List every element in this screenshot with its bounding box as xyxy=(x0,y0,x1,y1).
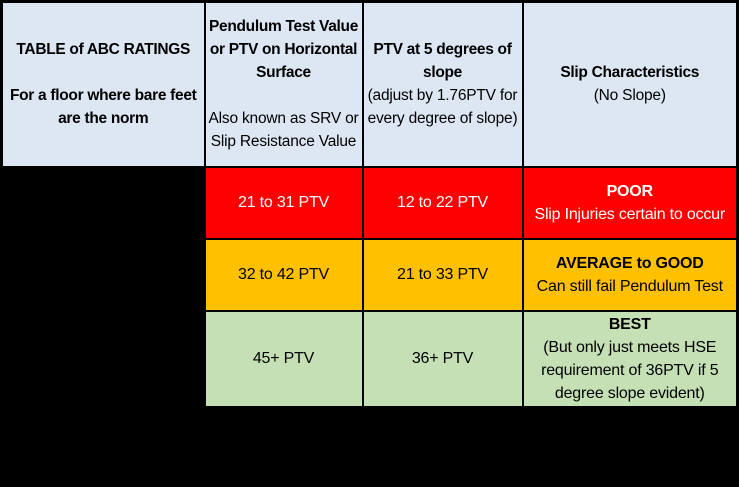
cell-best-ptv-horizontal: 45+ PTV xyxy=(203,309,364,408)
rating-label-best: BEST xyxy=(608,315,651,333)
rating-description-best: (But only just meets HSE requirement of … xyxy=(541,338,719,402)
rating-label-average: AVERAGE to GOOD xyxy=(555,254,704,272)
rating-label-poor: POOR xyxy=(606,182,654,200)
cell-poor-ptv-slope: 12 to 22 PTV xyxy=(361,165,524,240)
header-row: TABLE of ABC RATINGS For a floor where b… xyxy=(0,0,739,168)
cell-best-blank xyxy=(0,309,206,408)
abc-ratings-table: TABLE of ABC RATINGS For a floor where b… xyxy=(0,0,739,409)
cell-poor-ptv-horizontal: 21 to 31 PTV xyxy=(203,165,364,240)
cell-average-ptv-slope: 21 to 33 PTV xyxy=(361,237,524,312)
table-title: TABLE of ABC RATINGS xyxy=(16,41,191,59)
rating-description-poor: Slip Injuries certain to occur xyxy=(534,205,726,223)
table-subtitle: For a floor where bare feet are the norm xyxy=(9,87,197,128)
rating-description-average: Can still fail Pendulum Test xyxy=(536,277,723,295)
header-cell-ptv-slope: PTV at 5 degrees of slope (adjust by 1.7… xyxy=(361,0,524,168)
column-subtitle-slip-characteristics: (No Slope) xyxy=(593,87,666,105)
column-title-ptv-horizontal: Pendulum Test Value or PTV on Horizontal… xyxy=(208,18,359,82)
table-row-poor: 21 to 31 PTV 12 to 22 PTV POOR Slip Inju… xyxy=(0,165,739,240)
header-cell-table-title: TABLE of ABC RATINGS For a floor where b… xyxy=(0,0,206,168)
header-cell-slip-characteristics: Slip Characteristics (No Slope) xyxy=(521,0,739,168)
cell-average-blank xyxy=(0,237,206,312)
cell-average-ptv-horizontal: 32 to 42 PTV xyxy=(203,237,364,312)
cell-best-ptv-slope: 36+ PTV xyxy=(361,309,524,408)
column-title-slip-characteristics: Slip Characteristics xyxy=(560,64,700,82)
cell-best-characteristics: BEST (But only just meets HSE requiremen… xyxy=(521,309,739,408)
column-title-ptv-slope: PTV at 5 degrees of slope xyxy=(373,41,512,82)
table-row-average: 32 to 42 PTV 21 to 33 PTV AVERAGE to GOO… xyxy=(0,237,739,312)
cell-average-characteristics: AVERAGE to GOOD Can still fail Pendulum … xyxy=(521,237,739,312)
cell-poor-characteristics: POOR Slip Injuries certain to occur xyxy=(521,165,739,240)
table-row-best: 45+ PTV 36+ PTV BEST (But only just meet… xyxy=(0,309,739,408)
cell-poor-blank xyxy=(0,165,206,240)
column-subtitle-ptv-slope: (adjust by 1.76PTV for every degree of s… xyxy=(367,87,518,128)
column-subtitle-ptv-horizontal: Also known as SRV or Slip Resistance Val… xyxy=(208,110,359,151)
header-cell-ptv-horizontal: Pendulum Test Value or PTV on Horizontal… xyxy=(203,0,364,168)
